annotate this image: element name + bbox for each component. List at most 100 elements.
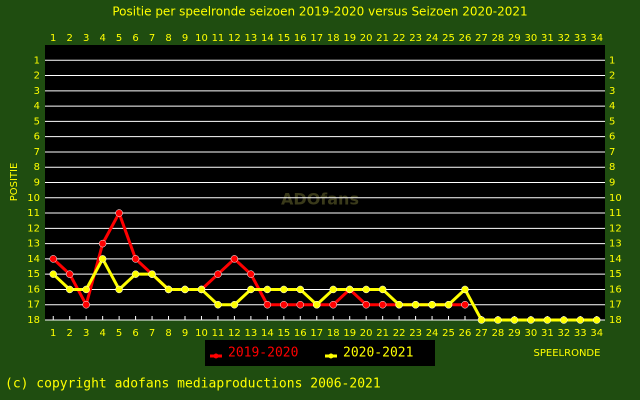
x-tick-label: 10 bbox=[195, 328, 208, 339]
x-tick-label: 2 bbox=[67, 328, 73, 339]
marker bbox=[65, 270, 74, 278]
marker bbox=[378, 285, 387, 294]
marker bbox=[280, 285, 288, 294]
x-tick-label-top: 33 bbox=[574, 33, 587, 44]
marker bbox=[296, 300, 305, 309]
legend-label: 2019-2020 bbox=[228, 346, 298, 361]
x-tick-label-top: 21 bbox=[376, 33, 389, 44]
y-axis-label: POSITIE bbox=[9, 163, 20, 202]
marker bbox=[477, 316, 486, 324]
marker bbox=[230, 255, 239, 263]
y-tick-label-right: 11 bbox=[609, 208, 622, 219]
marker bbox=[65, 285, 74, 294]
marker bbox=[82, 285, 90, 294]
x-tick-label-top: 5 bbox=[116, 33, 122, 44]
y-tick-label-right: 9 bbox=[609, 178, 615, 189]
x-tick-label-top: 32 bbox=[557, 33, 570, 44]
x-tick-label-top: 22 bbox=[393, 33, 406, 44]
x-tick-label: 32 bbox=[557, 328, 570, 339]
marker bbox=[131, 255, 140, 263]
watermark: ADOfans bbox=[281, 190, 359, 209]
y-tick-label: 2 bbox=[34, 71, 40, 82]
x-tick-label: 30 bbox=[525, 328, 538, 339]
marker bbox=[560, 316, 568, 324]
x-tick-label: 17 bbox=[310, 328, 323, 339]
x-tick-label: 26 bbox=[459, 328, 472, 339]
x-tick-label-top: 4 bbox=[99, 33, 105, 44]
marker bbox=[131, 270, 140, 278]
x-tick-label: 5 bbox=[116, 328, 122, 339]
x-tick-label-top: 12 bbox=[228, 33, 241, 44]
legend-label: 2020-2021 bbox=[343, 346, 413, 361]
marker bbox=[115, 209, 123, 217]
x-tick-label: 18 bbox=[327, 328, 340, 339]
x-tick-label-top: 30 bbox=[525, 33, 538, 44]
marker bbox=[510, 316, 519, 324]
y-tick-label-right: 15 bbox=[609, 269, 622, 280]
y-tick-label: 1 bbox=[34, 55, 40, 66]
x-tick-label: 29 bbox=[508, 328, 521, 339]
legend-marker bbox=[213, 353, 219, 359]
x-tick-label: 3 bbox=[83, 328, 89, 339]
marker bbox=[329, 300, 337, 309]
x-tick-label: 8 bbox=[165, 328, 171, 339]
marker bbox=[214, 300, 222, 309]
y-tick-label: 5 bbox=[34, 116, 40, 127]
y-tick-label-right: 5 bbox=[609, 116, 615, 127]
marker bbox=[362, 300, 370, 309]
y-tick-label-right: 16 bbox=[609, 284, 622, 295]
x-tick-label: 12 bbox=[228, 328, 241, 339]
x-axis-label: SPEELRONDE bbox=[534, 348, 601, 359]
y-tick-label-right: 1 bbox=[609, 55, 615, 66]
marker bbox=[428, 300, 436, 309]
marker bbox=[247, 270, 255, 278]
x-tick-label-top: 20 bbox=[360, 33, 373, 44]
marker bbox=[395, 300, 403, 309]
marker bbox=[263, 285, 272, 294]
x-tick-label-top: 13 bbox=[245, 33, 258, 44]
x-tick-label: 33 bbox=[574, 328, 587, 339]
y-tick-label-right: 13 bbox=[609, 239, 622, 250]
x-tick-label-top: 34 bbox=[590, 33, 603, 44]
y-tick-label: 9 bbox=[34, 178, 40, 189]
x-tick-label-top: 26 bbox=[459, 33, 472, 44]
y-tick-label: 12 bbox=[27, 223, 40, 234]
x-tick-label: 20 bbox=[360, 328, 373, 339]
x-tick-label-top: 19 bbox=[343, 33, 356, 44]
marker bbox=[247, 285, 255, 294]
x-tick-label-top: 6 bbox=[132, 33, 138, 44]
marker bbox=[378, 300, 387, 309]
marker bbox=[593, 316, 601, 324]
y-tick-label-right: 18 bbox=[609, 315, 622, 326]
marker bbox=[98, 239, 107, 248]
x-tick-label-top: 27 bbox=[475, 33, 488, 44]
marker bbox=[461, 300, 469, 309]
x-tick-label-top: 14 bbox=[261, 33, 274, 44]
y-tick-label-right: 3 bbox=[609, 86, 615, 97]
marker bbox=[164, 285, 173, 294]
marker bbox=[444, 300, 453, 309]
x-tick-label: 9 bbox=[182, 328, 188, 339]
x-tick-label: 34 bbox=[590, 328, 603, 339]
marker bbox=[280, 300, 288, 309]
x-tick-label-top: 25 bbox=[442, 33, 455, 44]
y-tick-label-right: 14 bbox=[609, 254, 622, 265]
marker bbox=[181, 285, 189, 294]
y-tick-label-right: 7 bbox=[609, 147, 615, 158]
y-tick-label: 6 bbox=[34, 132, 40, 143]
marker bbox=[461, 285, 469, 294]
y-tick-label: 8 bbox=[34, 162, 40, 173]
x-tick-label: 24 bbox=[426, 328, 439, 339]
series-line bbox=[52, 255, 597, 322]
marker bbox=[329, 285, 337, 294]
marker bbox=[98, 255, 107, 263]
marker bbox=[148, 270, 156, 278]
marker bbox=[576, 316, 585, 324]
marker bbox=[527, 316, 535, 324]
marker bbox=[230, 300, 239, 309]
marker bbox=[543, 316, 552, 324]
y-tick-label-right: 10 bbox=[609, 193, 622, 204]
marker bbox=[49, 270, 57, 278]
y-tick-label-right: 17 bbox=[609, 300, 622, 311]
